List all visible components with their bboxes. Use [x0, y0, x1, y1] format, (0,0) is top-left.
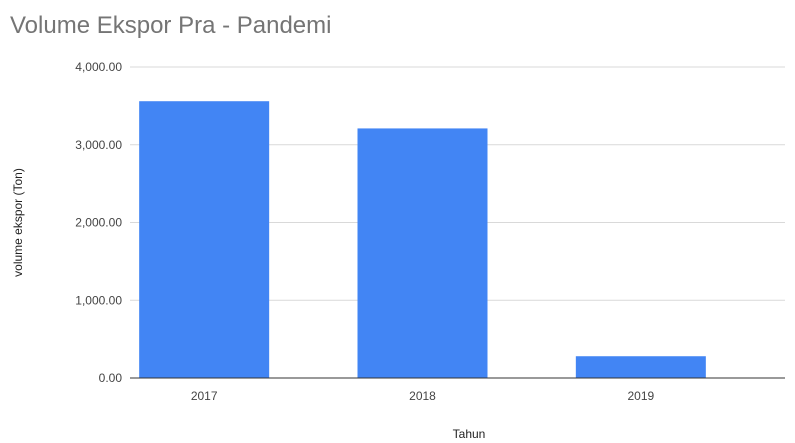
chart-title: Volume Ekspor Pra - Pandemi [10, 12, 332, 39]
bars [139, 101, 706, 379]
y-tick-label: 1,000.00 [75, 293, 122, 307]
y-axis-label: volume ekspor (Ton) [11, 168, 25, 277]
bar-2018 [357, 128, 488, 378]
y-tick-label: 3,000.00 [75, 138, 122, 152]
x-tick-label: 2019 [627, 389, 654, 403]
x-axis-label: Tahun [453, 427, 486, 441]
x-axis-ticks: 2017 2018 2019 [191, 389, 655, 403]
y-axis-ticks: 0.00 1,000.00 2,000.00 3,000.00 4,000.00 [75, 60, 122, 385]
y-tick-label: 0.00 [99, 371, 123, 385]
x-tick-label: 2018 [409, 389, 436, 403]
y-tick-label: 2,000.00 [75, 216, 122, 230]
x-tick-label: 2017 [191, 389, 218, 403]
bar-2019 [575, 356, 706, 378]
bar-2017 [139, 101, 270, 379]
y-tick-label: 4,000.00 [75, 60, 122, 74]
